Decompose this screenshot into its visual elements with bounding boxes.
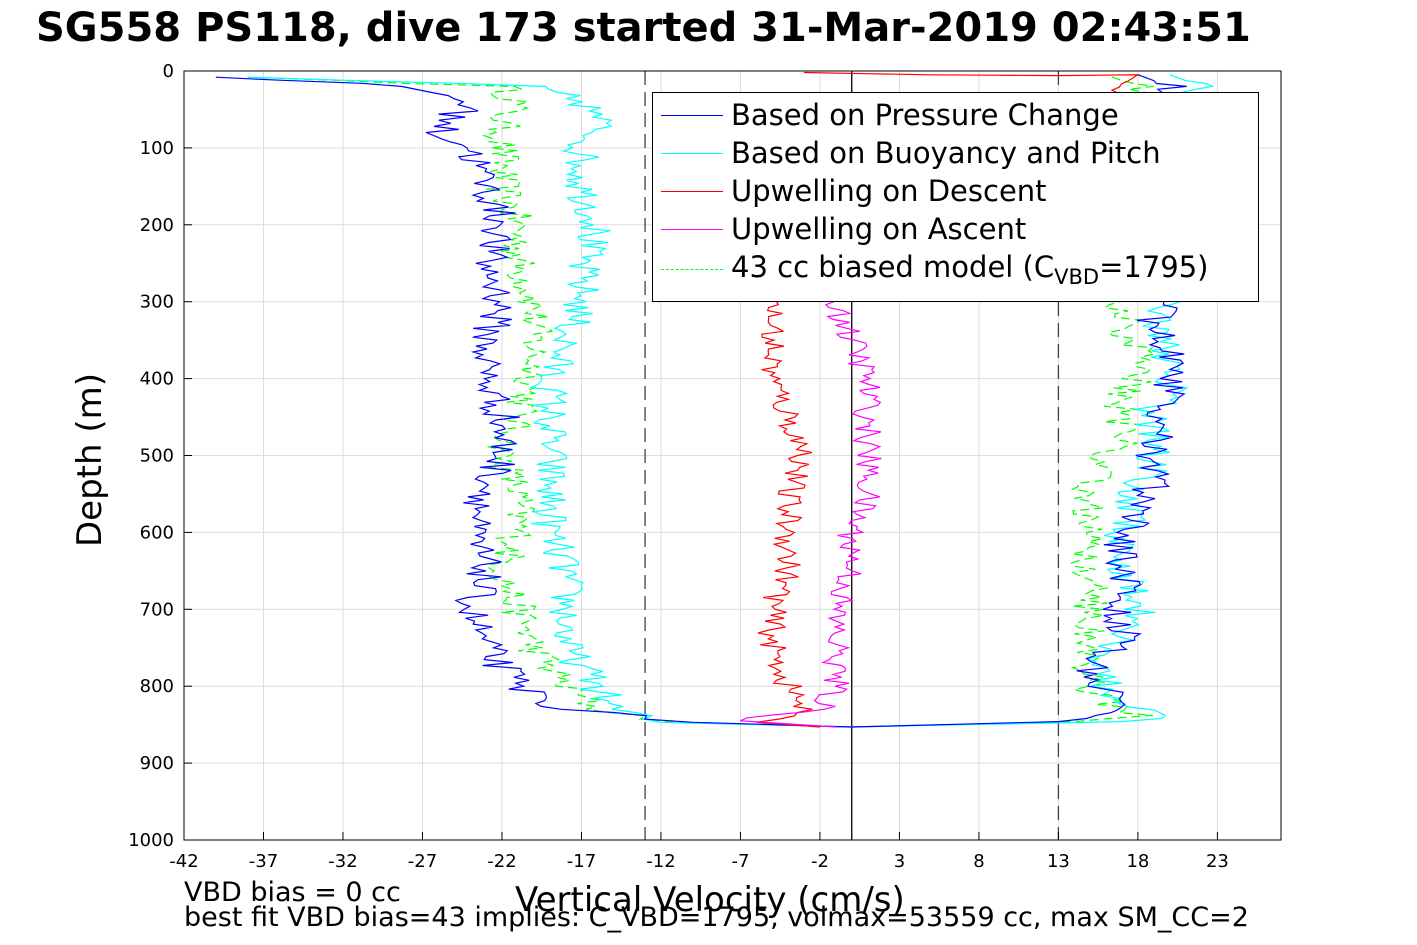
x-tick-label: -17	[567, 851, 596, 872]
y-tick-label: 900	[140, 753, 174, 774]
y-axis-label: Depth (m)	[70, 372, 110, 548]
y-tick-label: 800	[140, 676, 174, 697]
series-line-0-descent	[215, 76, 852, 728]
legend-item-biased-model: 43 cc biased model (CVBD=1795)	[661, 250, 1209, 288]
legend-swatch	[661, 152, 723, 154]
legend-swatch	[661, 268, 723, 270]
x-tick-labels: -42 -37 -32 -27 -22 -17 -12 -7 -2 3 8 13 18 23	[169, 832, 1229, 872]
legend-label: 43 cc biased model (CVBD=1795)	[731, 249, 1209, 289]
legend-item-upwelling-descent: Upwelling on Descent	[661, 172, 1047, 210]
y-tick-label: 0	[163, 61, 174, 82]
legend-item-pressure-change: Based on Pressure Change	[661, 96, 1119, 134]
x-tick-label: 3	[894, 851, 905, 872]
chart-title: SG558 PS118, dive 173 started 31-Mar-201…	[36, 5, 1251, 51]
x-tick-label: -37	[249, 851, 278, 872]
y-tick-label: 700	[140, 599, 174, 620]
legend-label: Upwelling on Descent	[731, 174, 1047, 208]
series-line-4-descent	[247, 76, 852, 728]
x-tick-label: -22	[487, 851, 516, 872]
y-tick-label: 600	[140, 522, 174, 543]
legend-swatch	[661, 114, 723, 116]
vbd-bias-note: VBD bias = 0 cc	[184, 877, 401, 908]
legend-label: Upwelling on Ascent	[731, 212, 1027, 246]
series-line-1-descent	[247, 76, 852, 728]
y-tick-label: 500	[140, 446, 174, 467]
x-axis-label: Vertical Velocity (cm/s)	[515, 880, 905, 920]
legend-swatch	[661, 190, 723, 192]
x-tick-label: -27	[408, 851, 437, 872]
y-tick-label: 400	[140, 369, 174, 390]
legend-label: Based on Pressure Change	[731, 98, 1119, 132]
y-tick-label: 100	[140, 138, 174, 159]
x-tick-label: -32	[328, 851, 357, 872]
legend-swatch	[661, 228, 723, 230]
x-tick-label: 13	[1047, 851, 1070, 872]
legend-label: Based on Buoyancy and Pitch	[731, 136, 1161, 170]
legend-item-buoyancy-pitch: Based on Buoyancy and Pitch	[661, 134, 1161, 172]
legend-item-upwelling-ascent: Upwelling on Ascent	[661, 210, 1026, 248]
legend: Based on Pressure Change Based on Buoyan…	[652, 92, 1259, 302]
y-tick-label: 300	[140, 292, 174, 313]
best-fit-note: best fit VBD bias=43 implies: C_VBD=1795…	[184, 902, 1249, 933]
x-tick-label: -2	[811, 851, 829, 872]
x-tick-label: 23	[1206, 851, 1229, 872]
y-tick-label: 200	[140, 215, 174, 236]
series-line-3-ascent	[740, 301, 882, 728]
y-tick-labels: 0 100 200 300 400 500 600 700 800 900 1000	[128, 61, 192, 851]
x-tick-label: -7	[731, 851, 749, 872]
x-tick-label: 18	[1126, 851, 1149, 872]
x-tick-label: 8	[973, 851, 984, 872]
x-tick-label: -12	[646, 851, 675, 872]
x-tick-label: -42	[169, 851, 198, 872]
y-tick-label: 1000	[128, 830, 174, 851]
